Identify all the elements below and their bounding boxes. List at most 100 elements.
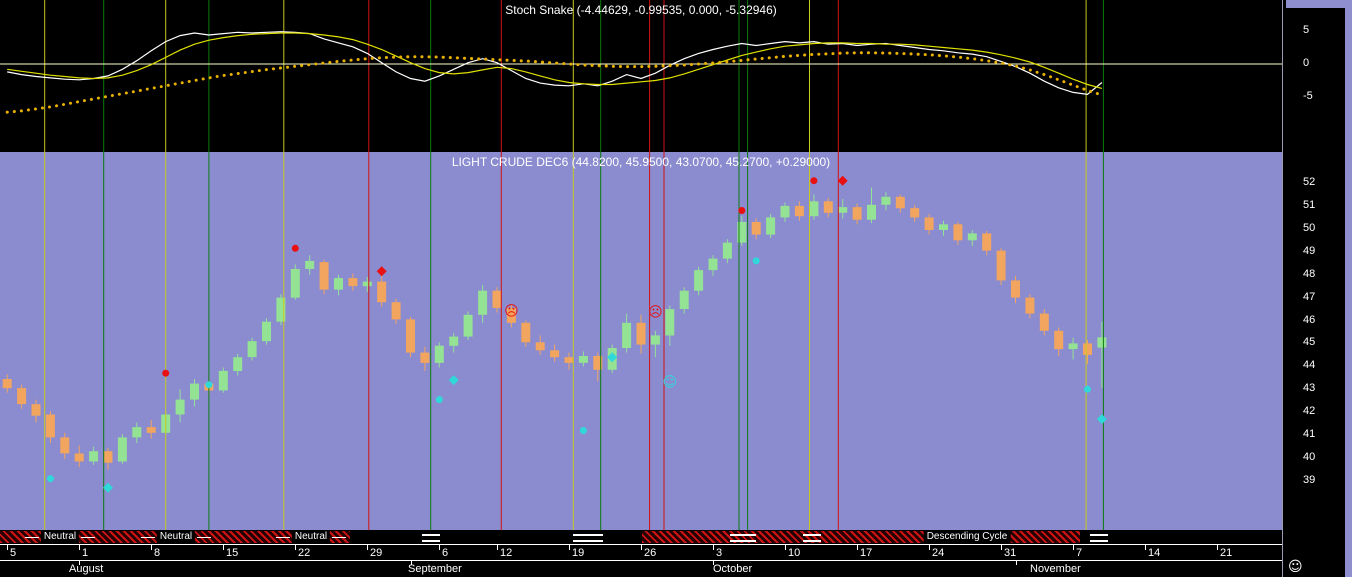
candle[interactable] (334, 274, 343, 296)
candle[interactable] (276, 294, 286, 326)
date-tick (7, 545, 8, 550)
candle[interactable] (895, 194, 905, 213)
signal-cyan-dot (46, 475, 54, 483)
price-axis-label: 52 (1303, 176, 1316, 188)
candle[interactable] (881, 192, 891, 211)
candle[interactable] (838, 199, 848, 219)
candle[interactable] (103, 447, 113, 470)
candle[interactable] (939, 220, 948, 236)
candle[interactable] (679, 287, 689, 314)
top-scrollbar[interactable] (1286, 0, 1352, 8)
candle[interactable] (290, 264, 300, 300)
candle[interactable] (377, 274, 387, 307)
candle[interactable] (535, 335, 545, 355)
candle[interactable] (362, 277, 372, 292)
date-label: 3 (716, 547, 723, 559)
candle[interactable] (31, 399, 41, 423)
candle[interactable] (650, 330, 660, 358)
candle[interactable] (74, 445, 84, 468)
candle[interactable] (982, 231, 992, 256)
candle[interactable] (708, 255, 718, 276)
candle[interactable] (967, 230, 977, 246)
candle[interactable] (233, 353, 243, 376)
candle[interactable] (190, 379, 199, 407)
price-axis-label: 43 (1303, 382, 1316, 394)
candle[interactable] (521, 320, 531, 347)
candle[interactable] (434, 342, 444, 368)
candle[interactable] (305, 255, 315, 275)
candle[interactable] (218, 367, 228, 393)
candle[interactable] (737, 216, 747, 246)
smiley-icon[interactable]: ☺ (1288, 559, 1303, 575)
stoch-indicator-panel[interactable]: Stoch Snake (-4.44629, -0.99535, 0.000, … (0, 0, 1282, 152)
candle[interactable] (694, 266, 704, 296)
candle[interactable] (852, 203, 862, 225)
candle[interactable] (45, 411, 55, 444)
candle[interactable] (175, 389, 185, 423)
candle[interactable] (564, 352, 574, 370)
signal-red-diamond (837, 175, 848, 186)
candle[interactable] (247, 337, 257, 361)
candle[interactable] (406, 317, 415, 358)
candle[interactable] (665, 305, 675, 346)
candle[interactable] (809, 194, 819, 220)
cycle-pause-mark (573, 534, 603, 542)
candle[interactable] (1054, 327, 1064, 356)
candle[interactable] (823, 197, 833, 218)
candle[interactable] (117, 434, 127, 464)
vertical-scrollbar[interactable] (1345, 0, 1352, 577)
candle[interactable] (17, 384, 27, 409)
candle[interactable] (953, 222, 963, 245)
candle[interactable] (319, 259, 329, 295)
candle[interactable] (449, 333, 459, 353)
stoch-canvas[interactable] (0, 0, 1282, 152)
date-label: 7 (1076, 547, 1083, 559)
candle[interactable] (89, 446, 99, 465)
candle[interactable] (766, 213, 776, 238)
candle[interactable] (722, 239, 732, 264)
candle[interactable] (1097, 321, 1107, 388)
candle[interactable] (348, 273, 358, 291)
candle[interactable] (593, 352, 603, 382)
candle[interactable] (751, 218, 761, 240)
candle[interactable] (478, 285, 488, 323)
candle[interactable] (506, 304, 516, 328)
candle[interactable] (60, 432, 70, 460)
candle[interactable] (262, 318, 271, 345)
date-tick (223, 545, 224, 550)
candle[interactable] (146, 420, 156, 439)
candle[interactable] (463, 311, 473, 340)
date-tick (785, 545, 786, 550)
candle[interactable] (2, 374, 12, 393)
candle[interactable] (636, 314, 646, 354)
month-axis: August September October November (0, 560, 1282, 577)
month-tick (79, 561, 80, 565)
candle[interactable] (420, 346, 430, 371)
date-tick (1001, 545, 1002, 550)
price-chart-panel[interactable]: ☹ ☹ ☺ LIGHT CRUDE DEC6 (44.8200, 45.9500, … (0, 152, 1282, 530)
date-tick (641, 545, 642, 550)
candle[interactable] (910, 204, 920, 222)
candle[interactable] (1039, 309, 1049, 336)
candle[interactable] (1068, 337, 1078, 360)
candle[interactable] (578, 351, 588, 367)
candle[interactable] (391, 298, 401, 324)
date-label: 17 (860, 547, 873, 559)
stoch-axis-label: 5 (1303, 24, 1310, 36)
candle[interactable] (867, 187, 876, 224)
candle[interactable] (550, 344, 560, 362)
price-canvas[interactable]: ☹ ☹ ☺ (0, 152, 1282, 530)
price-axis-label: 50 (1303, 222, 1316, 234)
stoch-series-signal (5, 51, 1104, 114)
candle[interactable] (492, 287, 502, 313)
candle[interactable] (1083, 340, 1092, 365)
candle[interactable] (996, 248, 1006, 285)
candle[interactable] (780, 202, 790, 223)
candle[interactable] (132, 422, 142, 444)
candle[interactable] (1025, 294, 1035, 319)
candle[interactable] (1011, 275, 1020, 304)
candle[interactable] (794, 201, 804, 221)
candle[interactable] (924, 213, 934, 235)
candle[interactable] (622, 313, 632, 353)
price-axis-label: 39 (1303, 474, 1316, 486)
